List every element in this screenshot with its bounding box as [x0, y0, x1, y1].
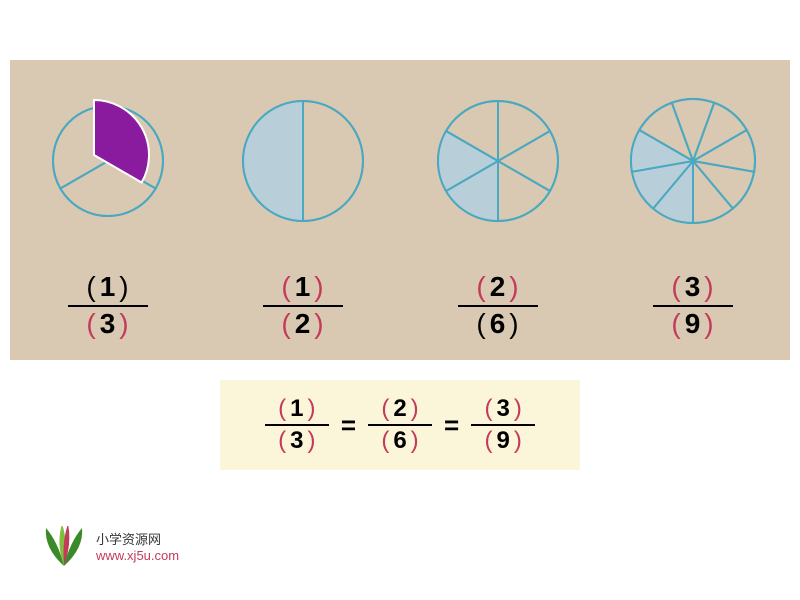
pie-circle-1 — [38, 91, 178, 231]
equation-box: (1)(3)=(2)(6)=(3)(9) — [220, 380, 580, 470]
fraction-numerator: (1) — [86, 272, 128, 303]
fraction-bar — [368, 424, 432, 426]
leaf-logo-icon — [40, 526, 88, 570]
equals-sign: = — [341, 410, 356, 441]
fraction: (3)(9) — [471, 396, 535, 455]
fraction-numerator: (2) — [381, 396, 418, 422]
fraction: (2)(6) — [368, 396, 432, 455]
fraction-bar — [68, 305, 148, 307]
fraction: (2)(6) — [458, 272, 538, 340]
pie-circle-3 — [428, 91, 568, 231]
fraction-bar — [653, 305, 733, 307]
fraction-denominator: (3) — [278, 428, 315, 454]
fraction-denominator: (2) — [281, 309, 323, 340]
equals-sign: = — [444, 410, 459, 441]
fraction-denominator: (9) — [485, 428, 522, 454]
fraction-denominator: (6) — [381, 428, 418, 454]
fraction-numerator: (1) — [281, 272, 323, 303]
site-logo: 小学资源网 www.xj5u.com — [40, 526, 179, 570]
fraction: (1)(3) — [265, 396, 329, 455]
fraction-diagram-panel: (1)(3)(1)(2)(2)(6)(3)(9) — [10, 60, 790, 360]
fraction-numerator: (2) — [476, 272, 518, 303]
fraction-bar — [265, 424, 329, 426]
fractions-row: (1)(3)(1)(2)(2)(6)(3)(9) — [10, 262, 790, 360]
fraction-denominator: (9) — [671, 309, 713, 340]
fraction: (3)(9) — [653, 272, 733, 340]
fraction-denominator: (3) — [86, 309, 128, 340]
logo-site-url: www.xj5u.com — [96, 548, 179, 564]
fraction-numerator: (3) — [671, 272, 713, 303]
fraction-numerator: (1) — [278, 396, 315, 422]
fraction-bar — [458, 305, 538, 307]
fraction-bar — [471, 424, 535, 426]
circles-row — [10, 60, 790, 262]
pie-circle-2 — [233, 91, 373, 231]
logo-site-name: 小学资源网 — [96, 532, 179, 548]
fraction-denominator: (6) — [476, 309, 518, 340]
fraction-numerator: (3) — [485, 396, 522, 422]
fraction: (1)(2) — [263, 272, 343, 340]
fraction: (1)(3) — [68, 272, 148, 340]
fraction-bar — [263, 305, 343, 307]
pie-circle-4 — [623, 91, 763, 231]
